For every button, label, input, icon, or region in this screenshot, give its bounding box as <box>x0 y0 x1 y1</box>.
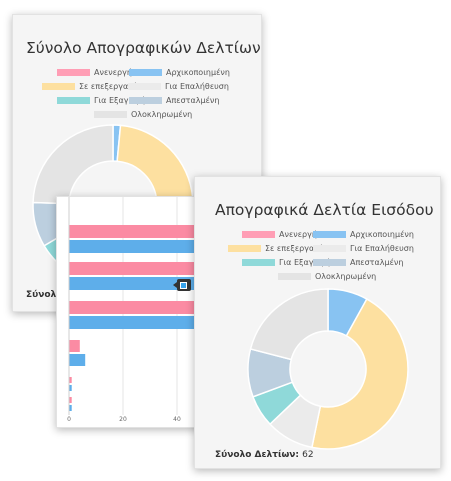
card3-title: Απογραφικά Δελτία Εισόδου <box>215 201 434 219</box>
bar-pink[interactable] <box>69 225 208 238</box>
bar-pink[interactable] <box>69 377 72 383</box>
legend-swatch <box>129 69 162 76</box>
x-tick-label: 0 <box>67 416 71 423</box>
tooltip-color-swatch <box>180 282 187 289</box>
card1-title: Σύνολο Απογραφικών Δελτίων <box>26 39 261 57</box>
bar-blue[interactable] <box>69 316 208 329</box>
bar-blue[interactable] <box>69 240 208 253</box>
legend-swatch <box>228 245 261 252</box>
legend-label: Ολοκληρωμένη <box>131 110 193 119</box>
legend-swatch <box>242 231 275 238</box>
legend-item-completed[interactable]: Ολοκληρωμένη <box>278 272 376 281</box>
legend-item-for-verification[interactable]: Για Επαλήθευση <box>313 244 414 253</box>
card3-doughnut-chart <box>247 288 409 450</box>
legend-label: Ολοκληρωμένη <box>315 272 377 281</box>
legend-item-in-progress[interactable]: Σε επεξεργασία <box>228 244 327 253</box>
bar-blue[interactable] <box>69 405 72 411</box>
legend-label: Απεσταλμένη <box>166 96 220 105</box>
slice-completed[interactable] <box>249 288 329 361</box>
legend-swatch <box>128 83 161 90</box>
legend-item-for-verification[interactable]: Για Επαλήθευση <box>128 82 229 91</box>
legend-item-sent[interactable]: Απεσταλμένη <box>313 258 403 267</box>
horizontal-bar-chart: 0204060 <box>67 197 208 423</box>
bar-chart-card: 0204060 <box>56 196 208 428</box>
legend-item-archived[interactable]: Αρχικοποιημένη <box>129 68 230 77</box>
legend-item-inactive[interactable]: Ανενεργή <box>242 230 317 239</box>
legend-label: Για Εξαγωγή <box>94 96 146 105</box>
legend-label: Σε επεξεργασία <box>79 82 142 91</box>
legend-label: Ανενεργή <box>94 68 132 77</box>
legend-swatch <box>313 245 346 252</box>
slice-in-progress[interactable] <box>311 298 409 450</box>
legend-swatch <box>57 97 90 104</box>
slice-completed[interactable] <box>32 124 114 205</box>
legend-item-in-progress[interactable]: Σε επεξεργασία <box>42 82 141 91</box>
tooltip-arrow <box>173 282 177 288</box>
legend-label: Απεσταλμένη <box>350 258 404 267</box>
bar-pink[interactable] <box>69 262 208 275</box>
legend-item-inactive[interactable]: Ανενεργή <box>57 68 132 77</box>
legend-swatch <box>242 259 275 266</box>
legend-item-archived[interactable]: Αρχικοποιημένη <box>313 230 414 239</box>
legend-swatch <box>313 259 346 266</box>
legend-swatch <box>278 273 311 280</box>
legend-swatch <box>57 69 90 76</box>
x-tick-label: 20 <box>119 416 127 423</box>
legend-item-for-export[interactable]: Για Εξαγωγή <box>57 96 145 105</box>
legend-label: Για Επαλήθευση <box>350 244 414 253</box>
legend-item-for-export[interactable]: Για Εξαγωγή <box>242 258 330 267</box>
bar-pink[interactable] <box>69 301 208 314</box>
legend-swatch <box>313 231 346 238</box>
legend-label: Σε επεξεργασία <box>265 244 328 253</box>
legend-label: Αρχικοποιημένη <box>166 68 230 77</box>
legend-item-sent[interactable]: Απεσταλμένη <box>129 96 219 105</box>
legend-label: Για Εξαγωγή <box>279 258 331 267</box>
card3-footer: Σύνολο Δελτίων: 62 <box>215 450 314 460</box>
legend-label: Για Επαλήθευση <box>165 82 229 91</box>
x-tick-label: 40 <box>173 416 181 423</box>
card3-footer-value: 62 <box>302 450 314 460</box>
legend-label: Αρχικοποιημένη <box>350 230 414 239</box>
legend-swatch <box>129 97 162 104</box>
input-forms-card: Απογραφικά Δελτία Εισόδου Ανενεργή Αρχικ… <box>194 176 441 469</box>
legend-item-completed[interactable]: Ολοκληρωμένη <box>94 110 192 119</box>
bar-blue[interactable] <box>69 385 72 391</box>
bar-blue[interactable] <box>69 354 86 366</box>
bar-pink[interactable] <box>69 397 72 403</box>
bar-blue[interactable] <box>69 277 208 290</box>
legend-label: Ανενεργή <box>279 230 317 239</box>
legend-swatch <box>42 83 75 90</box>
bar-pink[interactable] <box>69 340 80 352</box>
legend-swatch <box>94 111 127 118</box>
card1-footer-label: Σύνολο <box>26 290 63 300</box>
card3-footer-label: Σύνολο Δελτίων: <box>215 450 300 460</box>
